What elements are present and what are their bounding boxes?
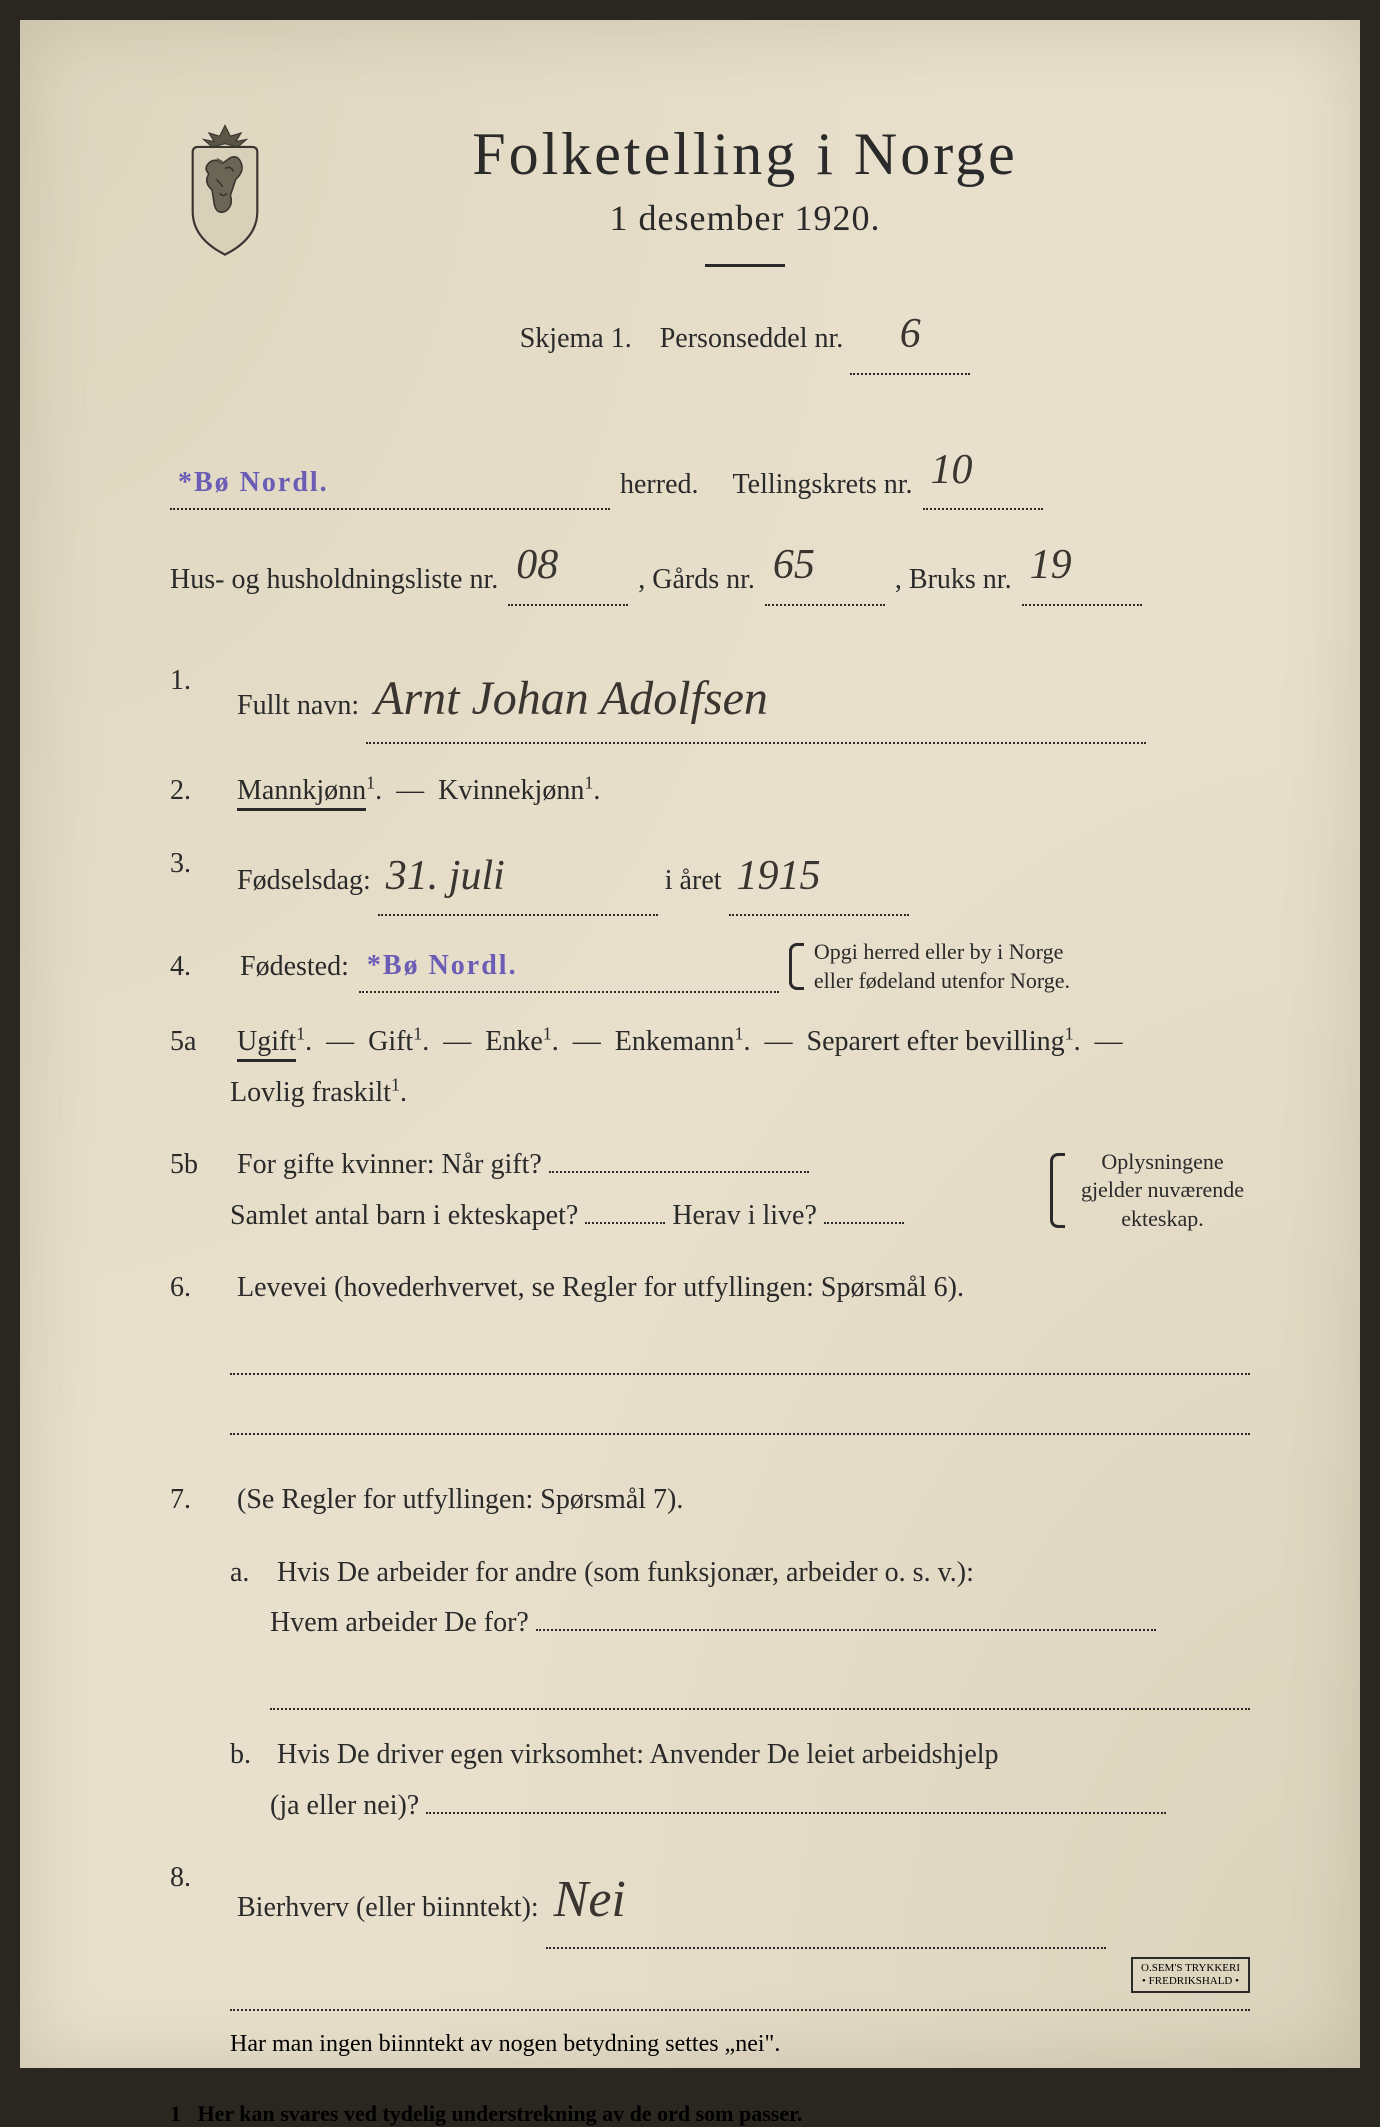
question-5b: 5b For gifte kvinner: Når gift? Samlet a… (170, 1140, 1250, 1241)
q8-value: Nei (554, 1853, 626, 1947)
q8-label: Bierhverv (eller biinntekt): (237, 1892, 539, 1923)
gards-label: , Gårds nr. (638, 555, 755, 605)
q7b-letter: b. (230, 1730, 270, 1780)
q5b-label1: For gifte kvinner: Når gift? (237, 1149, 542, 1180)
q4-value: *Bø Nordl. (367, 950, 518, 981)
q3-num: 3. (170, 839, 230, 889)
q5b-label2a: Samlet antal barn i ekteskapet? (170, 1200, 578, 1231)
question-3: 3. Fødselsdag: 31. juli i året 1915 (170, 839, 1250, 917)
q5a-enkemann: Enkemann (615, 1026, 735, 1057)
document-header: Folketelling i Norge 1 desember 1920. Sk… (170, 120, 1250, 393)
personseddel-label: Personseddel nr. (660, 323, 844, 354)
subtitle: 1 desember 1920. (320, 197, 1170, 239)
question-7: 7. (Se Regler for utfyllingen: Spørsmål … (170, 1475, 1250, 1525)
q7a-text1: Hvis De arbeider for andre (som funksjon… (277, 1557, 974, 1588)
question-7b: b. Hvis De driver egen virksomhet: Anven… (170, 1730, 1250, 1831)
question-7a: a. Hvis De arbeider for andre (som funks… (170, 1548, 1250, 1649)
q4-label: Fødested: (240, 942, 349, 992)
question-2: 2. Mannkjønn1. — Kvinnekjønn1. (170, 766, 1250, 816)
question-8: 8. Bierhverv (eller biinntekt): Nei (170, 1853, 1250, 1949)
gards-value: 65 (773, 528, 815, 604)
q7-num: 7. (170, 1475, 230, 1525)
location-line-1: *Bø Nordl. herred. Tellingskrets nr. 10 (170, 433, 1250, 511)
q6-num: 6. (170, 1263, 230, 1313)
location-line-2: Hus- og husholdningsliste nr. 08 , Gårds… (170, 528, 1250, 606)
q2-mann: Mannkjønn (237, 775, 366, 811)
personseddel-value: 6 (900, 297, 921, 373)
coat-of-arms-icon (170, 120, 280, 260)
q5a-separert: Separert efter bevilling (807, 1026, 1065, 1057)
hus-value: 08 (516, 528, 558, 604)
title-divider (705, 264, 785, 267)
q7a-blank-line (270, 1670, 1250, 1710)
q7b-text2: (ja eller nei)? (230, 1790, 419, 1821)
q3-label: Fødselsdag: (237, 865, 371, 896)
q1-label: Fullt navn: (237, 690, 359, 721)
q8-blank-line (230, 1971, 1250, 2011)
footer-note: Har man ingen biinntekt av nogen betydni… (170, 2031, 1250, 2058)
q8-num: 8. (170, 1853, 230, 1903)
q7-label: (Se Regler for utfyllingen: Spørsmål 7). (237, 1484, 683, 1515)
skjema-label: Skjema 1. (520, 323, 632, 354)
q6-blank-line-2 (230, 1395, 1250, 1435)
printer-mark: O.SEM'S TRYKKERI • FREDRIKSHALD • (1131, 1957, 1250, 1993)
q6-blank-line (230, 1335, 1250, 1375)
bruks-label: , Bruks nr. (895, 555, 1012, 605)
q5b-num: 5b (170, 1140, 230, 1190)
bruks-value: 19 (1030, 528, 1072, 604)
q3-year-label: i året (665, 865, 722, 896)
q5a-enke: Enke (485, 1026, 543, 1057)
q2-num: 2. (170, 766, 230, 816)
q1-value: Arnt Johan Adolfsen (374, 656, 768, 742)
main-title: Folketelling i Norge (320, 120, 1170, 189)
hus-label: Hus- og husholdningsliste nr. (170, 555, 498, 605)
q5b-label2b: Herav i live? (672, 1200, 817, 1231)
footnote: 1 Her kan svares ved tydelig understrekn… (170, 2088, 1250, 2127)
title-block: Folketelling i Norge 1 desember 1920. Sk… (320, 120, 1250, 393)
census-form-document: Folketelling i Norge 1 desember 1920. Sk… (20, 20, 1360, 2068)
herred-label: herred. (620, 460, 699, 510)
q4-num: 4. (170, 942, 230, 992)
herred-name: *Bø Nordl. (178, 467, 329, 498)
q7a-letter: a. (230, 1548, 270, 1598)
q5a-fraskilt: Lovlig fraskilt (170, 1077, 391, 1108)
q5b-note: Oplysningene gjelder nuværende ekteskap. (1050, 1148, 1250, 1234)
q2-kvinne: Kvinnekjønn (438, 775, 584, 806)
q4-note: Opgi herred eller by i Norge eller fødel… (789, 938, 1070, 995)
question-5a: 5a Ugift1. — Gift1. — Enke1. — Enkemann1… (170, 1017, 1250, 1118)
q6-label: Levevei (hovederhvervet, se Regler for u… (237, 1272, 964, 1303)
q3-day: 31. juli (386, 839, 505, 915)
q7b-text1: Hvis De driver egen virksomhet: Anvender… (277, 1739, 999, 1770)
tellingskrets-label: Tellingskrets nr. (733, 460, 913, 510)
q3-year: 1915 (737, 839, 821, 915)
q7a-text2: Hvem arbeider De for? (230, 1607, 529, 1638)
form-id-line: Skjema 1. Personseddel nr. 6 (320, 297, 1170, 375)
q5a-gift: Gift (368, 1026, 413, 1057)
q1-num: 1. (170, 656, 230, 706)
tellingskrets-value: 10 (931, 433, 973, 509)
question-6: 6. Levevei (hovederhvervet, se Regler fo… (170, 1263, 1250, 1313)
question-4: 4. Fødested: *Bø Nordl. Opgi herred elle… (170, 938, 1250, 995)
q5a-num: 5a (170, 1017, 230, 1067)
q5a-ugift: Ugift (237, 1026, 296, 1062)
question-1: 1. Fullt navn: Arnt Johan Adolfsen (170, 656, 1250, 744)
